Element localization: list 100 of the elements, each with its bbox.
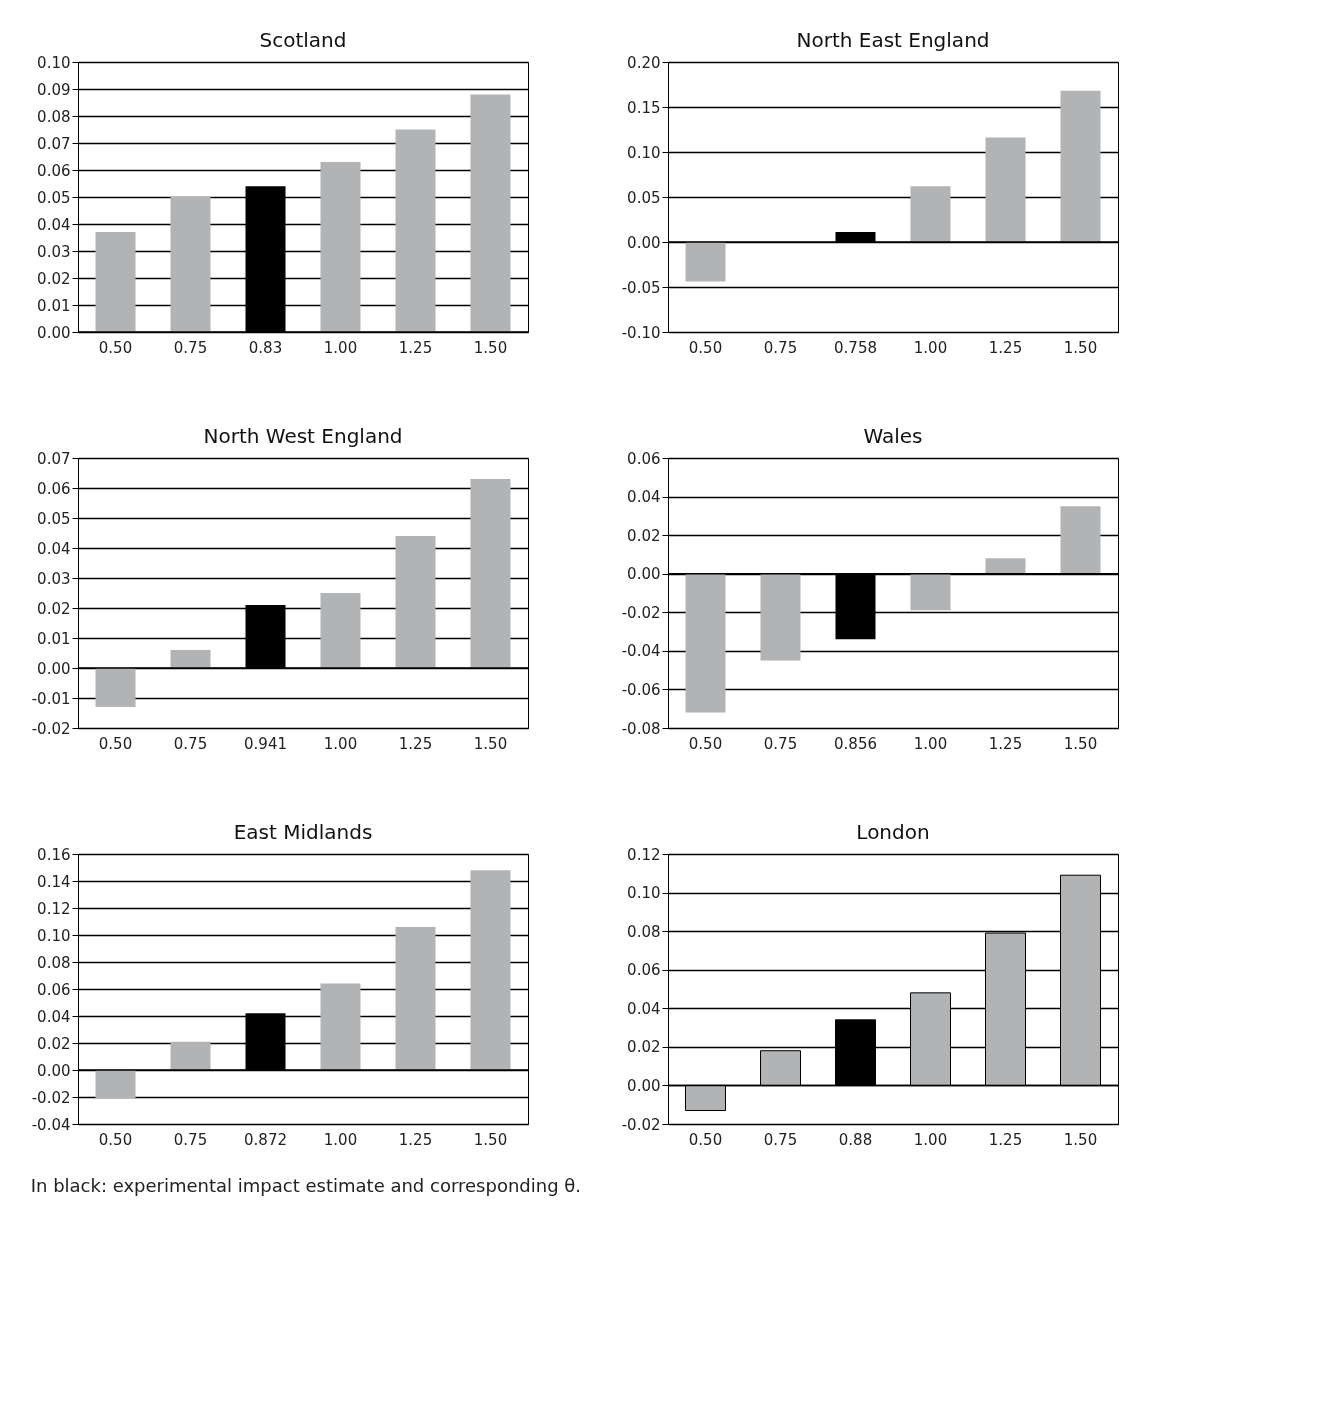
x-tick-label: 1.50	[1063, 734, 1098, 753]
bar	[760, 573, 801, 661]
chart-title: East Midlands	[233, 820, 373, 844]
y-tick-label: 0.02	[37, 599, 71, 618]
chart-title: London	[856, 820, 930, 844]
y-tick-label: 0.08	[627, 922, 661, 941]
bar	[320, 161, 361, 332]
chart-title: Wales	[863, 424, 923, 448]
x-tick-label: 1.00	[913, 734, 948, 753]
y-tick-label: 0.06	[37, 980, 71, 999]
y-tick-label: 0.06	[37, 161, 71, 180]
x-tick-label: 0.856	[834, 734, 877, 753]
x-tick-label: 0.50	[688, 1130, 723, 1149]
y-tick-label: 0.05	[627, 188, 661, 207]
x-tick-label: 1.25	[398, 734, 433, 753]
x-tick-label: 0.75	[173, 338, 208, 357]
x-tick-label: 1.25	[988, 1130, 1023, 1149]
y-tick-label: 0.09	[37, 80, 71, 99]
x-tick-label: 1.00	[323, 1130, 358, 1149]
x-tick-label: 0.83	[248, 338, 283, 357]
x-tick-label: 1.25	[398, 1130, 433, 1149]
y-tick-label: 0.02	[627, 526, 661, 545]
y-tick-label: 0.06	[627, 961, 661, 980]
bar	[320, 983, 361, 1070]
x-tick-label: 0.75	[763, 1130, 798, 1149]
y-tick-label: 0.20	[627, 53, 661, 72]
y-tick-label: 0.05	[37, 509, 71, 528]
x-tick-label: 1.25	[988, 338, 1023, 357]
y-tick-label: -0.10	[621, 323, 661, 342]
y-tick-label: 0.02	[627, 1038, 661, 1057]
x-tick-label: 1.25	[398, 338, 433, 357]
y-tick-label: -0.02	[621, 1115, 661, 1134]
y-tick-label: 0.06	[627, 449, 661, 468]
y-tick-label: -0.08	[621, 719, 661, 738]
x-tick-label: 0.88	[838, 1130, 873, 1149]
x-tick-label: 0.50	[688, 338, 723, 357]
y-tick-label: 0.04	[37, 1007, 71, 1026]
x-tick-label: 0.50	[98, 338, 133, 357]
y-tick-label: -0.05	[621, 278, 661, 297]
y-tick-label: -0.06	[621, 680, 661, 699]
bar	[95, 232, 136, 332]
bar	[395, 926, 436, 1070]
y-tick-label: 0.12	[37, 899, 71, 918]
bar	[170, 1041, 211, 1070]
y-tick-label: 0.04	[37, 539, 71, 558]
x-tick-label: 1.25	[988, 734, 1023, 753]
y-tick-label: 0.00	[627, 565, 661, 584]
y-tick-label: 0.10	[37, 926, 71, 945]
y-tick-label: 0.00	[627, 233, 661, 252]
y-tick-label: 0.04	[37, 215, 71, 234]
y-tick-label: 0.05	[37, 188, 71, 207]
x-tick-label: 1.00	[323, 338, 358, 357]
y-tick-label: -0.02	[621, 603, 661, 622]
x-tick-label: 0.75	[763, 338, 798, 357]
y-tick-label: -0.04	[621, 642, 661, 661]
x-tick-label: 0.75	[763, 734, 798, 753]
text: In black: experimental impact estimate and corresponding θ.	[30, 1174, 582, 1196]
y-tick-label: 0.10	[627, 884, 661, 903]
chart-title: Scotland	[259, 28, 347, 52]
x-tick-label: 0.50	[688, 734, 723, 753]
y-tick-label: 0.12	[627, 845, 661, 864]
y-tick-label: 0.03	[37, 569, 71, 588]
bar	[170, 650, 211, 668]
bar	[470, 870, 511, 1070]
x-tick-label: 0.50	[98, 1130, 133, 1149]
bar	[910, 573, 951, 611]
bar	[395, 536, 436, 668]
y-tick-label: 0.06	[37, 479, 71, 498]
y-tick-label: 0.01	[37, 296, 71, 315]
y-tick-label: 0.00	[37, 659, 71, 678]
x-tick-label: 1.50	[473, 338, 508, 357]
y-tick-label: 0.01	[37, 629, 71, 648]
y-tick-label: 0.07	[37, 449, 71, 468]
x-tick-label: 0.758	[834, 338, 877, 357]
x-tick-label: 0.941	[244, 734, 287, 753]
x-tick-label: 0.75	[173, 734, 208, 753]
bar	[95, 668, 136, 707]
chart-title: North West England	[203, 424, 403, 448]
y-tick-label: 0.00	[627, 1076, 661, 1095]
x-tick-label: 1.50	[473, 1130, 508, 1149]
x-tick-label: 0.50	[98, 734, 133, 753]
y-tick-label: -0.02	[31, 719, 71, 738]
y-tick-label: 0.02	[37, 269, 71, 288]
bar	[470, 479, 511, 668]
y-tick-label: 0.03	[37, 242, 71, 261]
x-tick-label: 1.50	[1063, 1130, 1098, 1149]
bar	[395, 129, 436, 332]
bar	[985, 558, 1026, 574]
y-tick-label: 0.07	[37, 134, 71, 153]
y-tick-label: 0.08	[37, 953, 71, 972]
bar	[1060, 90, 1101, 242]
bar	[910, 186, 951, 242]
bar	[685, 573, 726, 713]
x-tick-label: 1.00	[323, 734, 358, 753]
x-tick-label: 0.75	[173, 1130, 208, 1149]
y-tick-label: 0.10	[37, 53, 71, 72]
y-tick-label: 0.04	[627, 999, 661, 1018]
y-tick-label: 0.00	[37, 323, 71, 342]
x-tick-label: 1.50	[1063, 338, 1098, 357]
y-tick-label: 0.00	[37, 1061, 71, 1080]
